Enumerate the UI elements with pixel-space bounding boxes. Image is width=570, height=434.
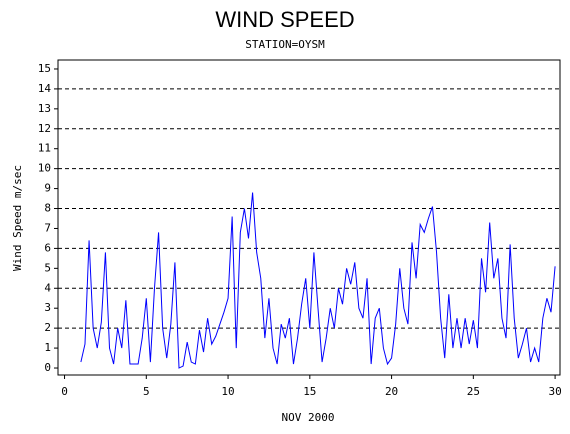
- y-tick-label: 5: [44, 261, 51, 274]
- y-tick-label: 4: [44, 281, 51, 294]
- x-axis-label: NOV 2000: [282, 411, 335, 424]
- y-tick-label: 14: [38, 82, 52, 95]
- x-tick-label: 10: [221, 385, 234, 398]
- y-tick-label: 13: [38, 102, 51, 115]
- x-tick-label: 20: [385, 385, 398, 398]
- y-tick-label: 9: [44, 182, 51, 195]
- y-tick-label: 7: [44, 221, 51, 234]
- x-tick-label: 30: [548, 385, 561, 398]
- x-tick-label: 25: [467, 385, 480, 398]
- chart-subtitle: STATION=OYSM: [245, 38, 325, 51]
- y-tick-label: 10: [38, 162, 51, 175]
- x-tick-label: 0: [61, 385, 68, 398]
- y-tick-label: 8: [44, 202, 51, 215]
- y-axis-label: Wind Speed m/sec: [11, 165, 24, 271]
- y-tick-label: 12: [38, 122, 51, 135]
- x-tick-label: 15: [303, 385, 316, 398]
- y-tick-label: 2: [44, 321, 51, 334]
- y-tick-label: 15: [38, 62, 51, 75]
- plot-frame: [57, 59, 561, 376]
- data-line: [80, 192, 556, 369]
- chart-title: WIND SPEED: [215, 7, 354, 32]
- y-tick-label: 0: [44, 361, 51, 374]
- x-tick-label: 5: [143, 385, 150, 398]
- y-tick-label: 6: [44, 241, 51, 254]
- y-tick-label: 11: [38, 142, 51, 155]
- y-tick-label: 3: [44, 301, 51, 314]
- y-tick-label: 1: [44, 341, 51, 354]
